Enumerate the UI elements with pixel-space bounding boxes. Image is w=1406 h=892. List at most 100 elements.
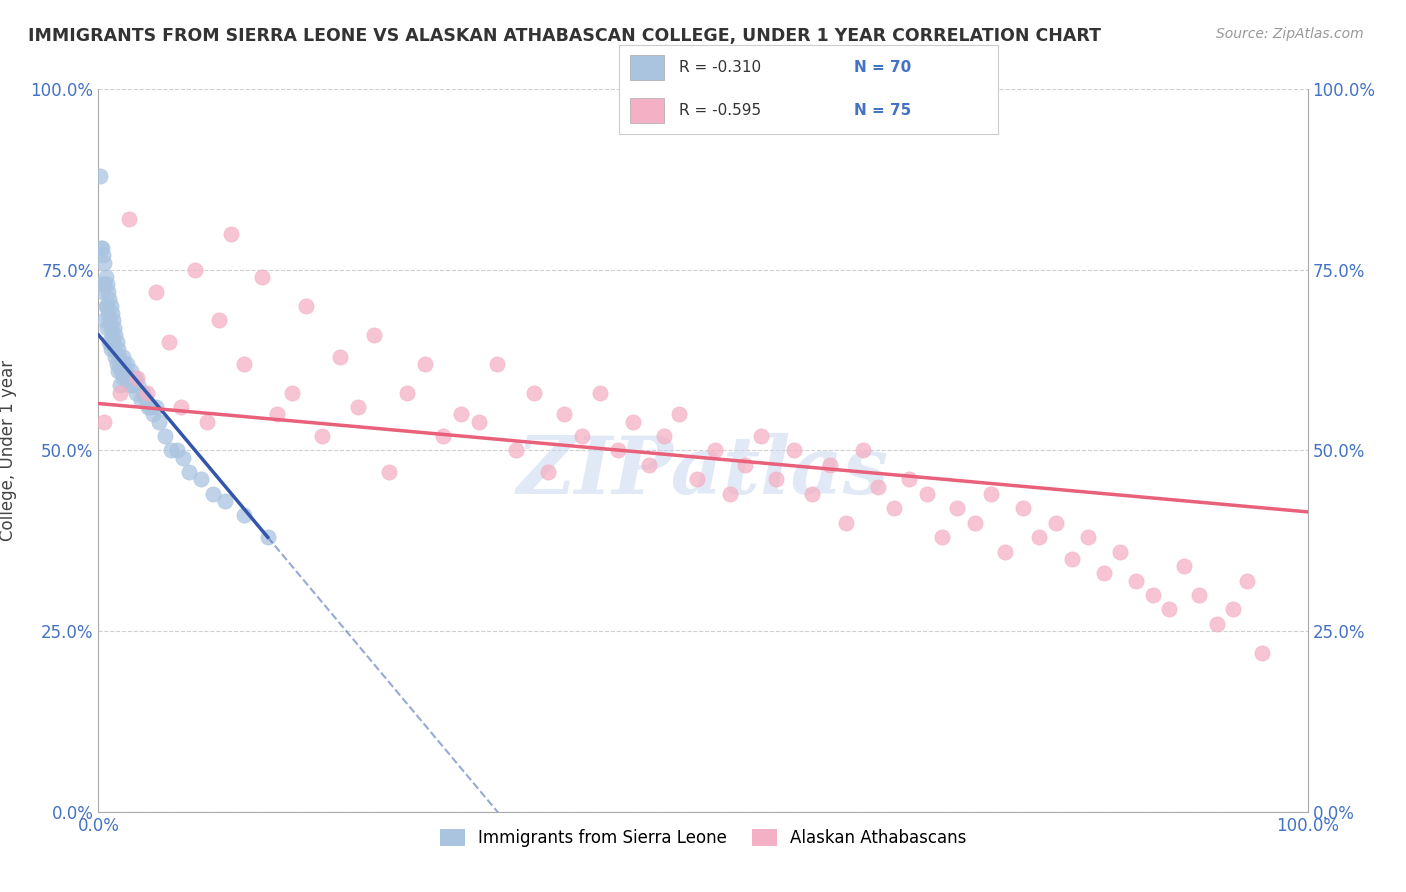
Point <box>120 364 142 378</box>
Point <box>607 443 630 458</box>
Point <box>93 255 115 269</box>
Point <box>395 385 418 400</box>
Point <box>93 313 115 327</box>
Point <box>124 371 146 385</box>
Point <box>800 487 823 501</box>
Point <box>915 487 938 501</box>
Point <box>553 407 575 421</box>
Point <box>734 458 756 472</box>
Point <box>782 443 804 458</box>
Point <box>432 429 454 443</box>
Point <box>1094 566 1116 581</box>
Point <box>765 472 787 486</box>
Point <box>105 357 128 371</box>
Point <box>1060 551 1083 566</box>
Point <box>652 429 675 443</box>
Point <box>98 313 121 327</box>
Point <box>946 501 969 516</box>
Point <box>214 494 236 508</box>
Point <box>621 415 644 429</box>
Point <box>486 357 509 371</box>
Point <box>108 385 131 400</box>
Point <box>97 306 120 320</box>
Point <box>1142 588 1164 602</box>
Point <box>111 371 134 385</box>
Point <box>100 343 122 357</box>
Point <box>96 320 118 334</box>
Point <box>704 443 727 458</box>
Point <box>101 334 124 349</box>
Point <box>834 516 856 530</box>
Point <box>363 327 385 342</box>
Point <box>686 472 709 486</box>
Point <box>195 415 218 429</box>
Text: N = 75: N = 75 <box>853 103 911 118</box>
Point <box>505 443 527 458</box>
Point <box>1012 501 1035 516</box>
Point <box>377 465 399 479</box>
Point <box>221 227 243 241</box>
Point <box>897 472 920 486</box>
Point <box>157 334 180 349</box>
Point <box>127 378 149 392</box>
Point <box>153 429 176 443</box>
Point <box>142 407 165 421</box>
Point <box>450 407 472 421</box>
Point <box>329 350 352 364</box>
Point <box>100 306 122 320</box>
Point <box>1173 559 1195 574</box>
Text: N = 70: N = 70 <box>853 61 911 75</box>
Point <box>98 292 121 306</box>
Point <box>104 350 127 364</box>
Point <box>718 487 741 501</box>
Point <box>311 429 333 443</box>
Point <box>118 371 141 385</box>
Point <box>172 450 194 465</box>
Point <box>571 429 593 443</box>
Point <box>115 371 138 385</box>
Text: R = -0.595: R = -0.595 <box>679 103 762 118</box>
Point <box>160 443 183 458</box>
Point <box>281 385 304 400</box>
Point <box>96 277 118 292</box>
Point <box>104 327 127 342</box>
Point <box>1109 544 1132 558</box>
Point <box>103 343 125 357</box>
Point <box>295 299 318 313</box>
Point <box>94 299 117 313</box>
Point <box>668 407 690 421</box>
Point <box>1045 516 1067 530</box>
Point <box>931 530 953 544</box>
Point <box>90 241 112 255</box>
Point <box>1157 602 1180 616</box>
Text: Source: ZipAtlas.com: Source: ZipAtlas.com <box>1216 27 1364 41</box>
Point <box>117 357 139 371</box>
Point <box>100 327 122 342</box>
Point <box>118 212 141 227</box>
Text: R = -0.310: R = -0.310 <box>679 61 762 75</box>
Point <box>1236 574 1258 588</box>
Point <box>145 400 167 414</box>
Point <box>97 285 120 299</box>
Point <box>468 415 491 429</box>
Point <box>208 313 231 327</box>
Point <box>132 385 155 400</box>
Point <box>749 429 772 443</box>
Point <box>1222 602 1244 616</box>
Point <box>118 378 141 392</box>
Point <box>107 364 129 378</box>
Point <box>232 357 254 371</box>
Point <box>523 385 546 400</box>
Point <box>91 285 114 299</box>
Point <box>179 465 201 479</box>
Point <box>96 299 118 313</box>
Point <box>202 487 225 501</box>
Point <box>98 334 121 349</box>
Point <box>637 458 659 472</box>
Point <box>94 270 117 285</box>
Point <box>101 313 124 327</box>
Point <box>1125 574 1147 588</box>
Point <box>266 407 288 421</box>
Point <box>111 350 134 364</box>
Point <box>589 385 612 400</box>
